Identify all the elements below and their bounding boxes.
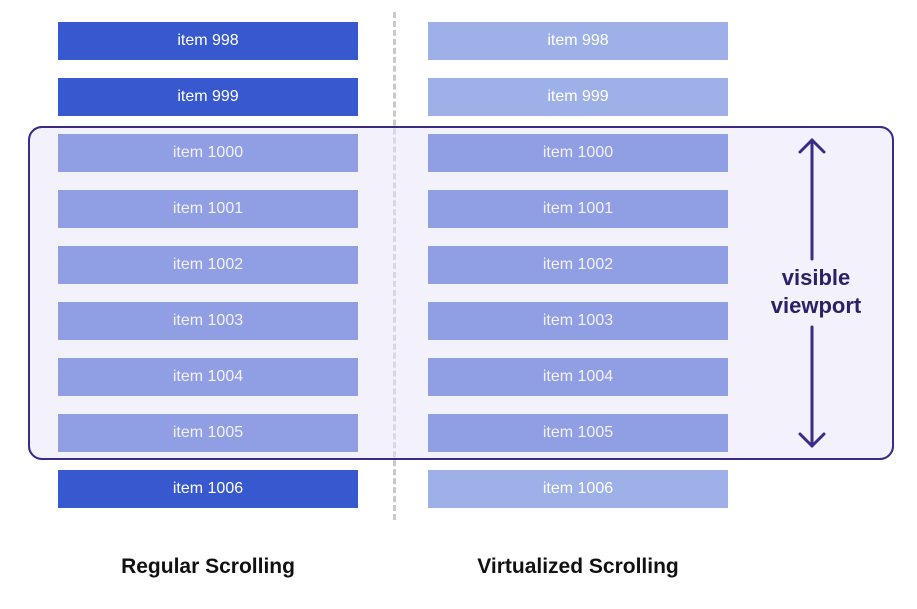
regular-list-item: item 998 (58, 22, 358, 60)
visible-viewport-label: visibleviewport (756, 264, 876, 319)
diagram-stage: item 998 item 998 item 999 item 999 item 100… (0, 0, 917, 609)
list-item-label: item 1006 (173, 480, 243, 498)
list-item-label: item 999 (547, 88, 608, 106)
visible-viewport-label-line2: viewport (756, 292, 876, 320)
regular-list-item: item 999 (58, 78, 358, 116)
list-item-label: item 1006 (543, 480, 613, 498)
caption-virtualized-scrolling: Virtualized Scrolling (428, 555, 728, 579)
list-item-label: item 998 (177, 32, 238, 50)
virtualized-list-item-faded: item 999 (428, 78, 728, 116)
virtualized-list-item-faded: item 998 (428, 22, 728, 60)
regular-list-item: item 1006 (58, 470, 358, 508)
visible-viewport-label-line1: visible (756, 264, 876, 292)
list-item-label: item 998 (547, 32, 608, 50)
virtualized-list-item-faded: item 1006 (428, 470, 728, 508)
list-item-label: item 999 (177, 88, 238, 106)
caption-regular-scrolling: Regular Scrolling (58, 555, 358, 579)
